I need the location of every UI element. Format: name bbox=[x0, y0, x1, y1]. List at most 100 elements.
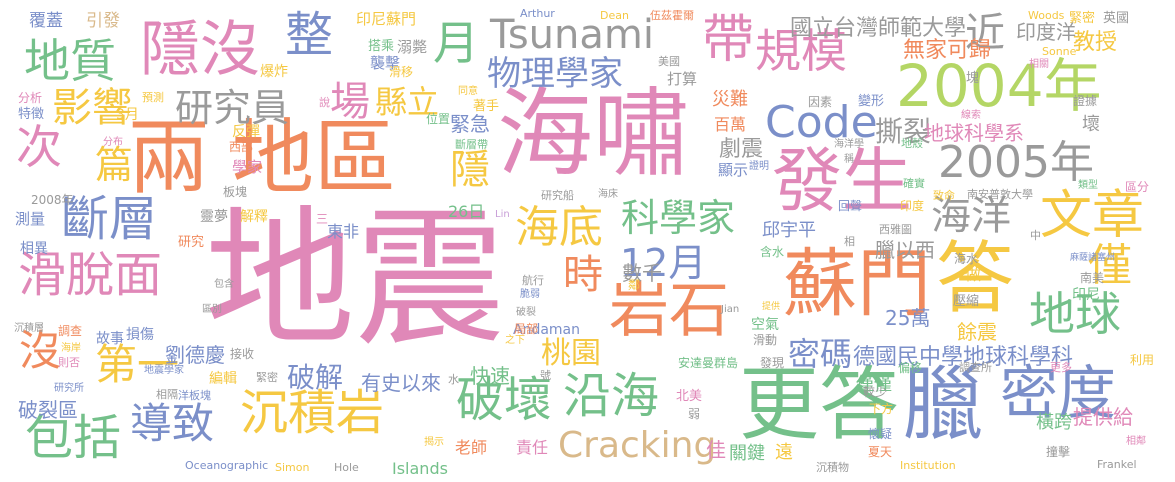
word-25萬: 25萬 bbox=[885, 306, 931, 330]
word-撕裂: 撕裂 bbox=[875, 115, 932, 148]
word-整: 整 bbox=[285, 7, 334, 63]
word-研究船: 研究船 bbox=[541, 189, 574, 202]
word-顯示: 顯示 bbox=[718, 161, 749, 179]
word-海嘯: 海嘯 bbox=[497, 78, 689, 190]
word-提供給: 提供給 bbox=[1073, 405, 1133, 429]
word-場: 場 bbox=[330, 79, 370, 125]
word-2008年: 2008年 bbox=[31, 193, 74, 207]
word-壞: 壞 bbox=[1082, 114, 1100, 135]
word-含水: 含水 bbox=[760, 245, 785, 259]
word-斷層: 斷層 bbox=[61, 191, 158, 247]
word-稱: 稱 bbox=[844, 154, 854, 165]
word-3月: 3月 bbox=[116, 107, 139, 123]
word-學家: 學家 bbox=[232, 158, 263, 176]
word-地球科學系: 地球科學系 bbox=[924, 121, 1024, 145]
word-研究員: 研究員 bbox=[175, 86, 290, 130]
word-靈夢: 靈夢 bbox=[200, 209, 228, 225]
word-航行: 航行 bbox=[522, 274, 544, 287]
word-餘震: 餘震 bbox=[957, 320, 997, 344]
word-分析: 分析 bbox=[18, 91, 43, 105]
word-無家可歸: 無家可歸 bbox=[903, 38, 992, 63]
word-老師: 老師 bbox=[455, 438, 488, 457]
word-做: 做 bbox=[965, 265, 982, 284]
word-Dean: Dean bbox=[600, 9, 629, 22]
word-緊急: 緊急 bbox=[450, 112, 490, 136]
word-百萬: 百萬 bbox=[714, 115, 747, 134]
word-印度: 印度 bbox=[900, 199, 925, 213]
word-北美: 北美 bbox=[676, 389, 703, 404]
word-撞擊: 撞擊 bbox=[1046, 445, 1071, 459]
word-解釋: 解釋 bbox=[240, 209, 268, 225]
word-文章: 文章 bbox=[1040, 186, 1145, 246]
word-溺斃: 溺斃 bbox=[397, 38, 428, 56]
word-安達曼群島: 安達曼群島 bbox=[678, 356, 739, 370]
word-類型: 類型 bbox=[1078, 180, 1098, 191]
word-災難: 災難 bbox=[712, 89, 748, 110]
word-邱宇平: 邱宇平 bbox=[762, 220, 816, 241]
word-2005年: 2005年 bbox=[938, 137, 1094, 188]
word-下方: 下方 bbox=[869, 402, 894, 416]
word-地殼: 地殼 bbox=[901, 137, 923, 150]
word-臘以西: 臘以西 bbox=[875, 238, 935, 262]
word-沉積物: 沉積物 bbox=[816, 461, 849, 474]
word-覆蓋: 覆蓋 bbox=[29, 11, 63, 31]
word-相鄰: 相鄰 bbox=[1126, 436, 1146, 447]
word-桃園: 桃園 bbox=[541, 336, 601, 371]
word-快速: 快速 bbox=[470, 364, 510, 388]
word-26日: 26日 bbox=[448, 202, 485, 221]
word-劉德慶: 劉德慶 bbox=[165, 343, 225, 367]
word-滑移: 滑移 bbox=[389, 65, 414, 79]
word-沿海: 沿海 bbox=[563, 368, 660, 424]
word-橫跨: 橫跨 bbox=[1036, 412, 1072, 433]
word-Woods: Woods bbox=[1028, 9, 1065, 22]
word-反彈: 反彈 bbox=[232, 124, 260, 140]
word-岩石: 岩石 bbox=[609, 276, 729, 346]
word-沉積岩: 沉積岩 bbox=[240, 385, 385, 441]
word-發生: 發生 bbox=[772, 140, 912, 222]
word-12月: 12月 bbox=[620, 241, 707, 285]
word-水: 水 bbox=[448, 373, 459, 386]
word-印度洋: 印度洋 bbox=[1016, 20, 1076, 44]
word-Cracking: Cracking bbox=[558, 425, 717, 466]
word-教授: 教授 bbox=[1073, 30, 1118, 55]
word-損傷: 損傷 bbox=[126, 327, 154, 343]
word-Andaman: Andaman bbox=[513, 322, 581, 338]
word-更答: 更答 bbox=[739, 358, 899, 451]
word-海水: 海水 bbox=[954, 252, 979, 266]
word-證據: 證據 bbox=[1073, 94, 1098, 108]
word-劇震: 劇震 bbox=[719, 137, 764, 162]
word-臘: 臘 bbox=[903, 358, 983, 451]
word-調查: 調查 bbox=[58, 324, 83, 338]
word-之下: 之下 bbox=[505, 335, 525, 346]
word-印尼: 印尼 bbox=[1072, 287, 1100, 303]
word-美國: 美國 bbox=[658, 55, 680, 68]
word-Hole: Hole bbox=[334, 461, 359, 474]
word-麻薩諸塞州: 麻薩諸塞州 bbox=[1070, 253, 1116, 263]
word-英國: 英國 bbox=[1103, 11, 1130, 26]
word-月: 月 bbox=[433, 16, 479, 70]
word-相關: 相關 bbox=[1029, 59, 1049, 70]
word-責任: 責任 bbox=[516, 438, 549, 457]
word-預測: 預測 bbox=[142, 91, 164, 104]
word-調查所: 調查所 bbox=[959, 361, 992, 374]
word-包含: 包含 bbox=[214, 279, 234, 290]
word-西雅圖: 西雅圖 bbox=[879, 223, 912, 236]
word-爆炸: 爆炸 bbox=[260, 64, 288, 80]
word-同意: 同意 bbox=[458, 86, 478, 97]
word-密度: 密度 bbox=[1000, 359, 1117, 427]
word-接收: 接收 bbox=[230, 347, 255, 361]
word-Islands: Islands bbox=[392, 459, 448, 478]
word-海洋學: 海洋學 bbox=[834, 139, 864, 150]
word-沉積層: 沉積層 bbox=[14, 323, 44, 334]
word-海岸: 海岸 bbox=[61, 343, 81, 354]
word-Code: Code bbox=[765, 97, 878, 148]
word-規模: 規模 bbox=[755, 24, 847, 78]
word-變形: 變形 bbox=[858, 94, 885, 109]
word-夏天: 夏天 bbox=[868, 445, 893, 459]
word-地震學家: 地震學家 bbox=[144, 365, 184, 376]
word-地球: 地球 bbox=[1029, 287, 1121, 341]
word-海洋: 海洋 bbox=[931, 193, 1011, 239]
word-僅僅: 僅僅 bbox=[856, 374, 892, 395]
word-編輯: 編輯 bbox=[209, 371, 237, 387]
